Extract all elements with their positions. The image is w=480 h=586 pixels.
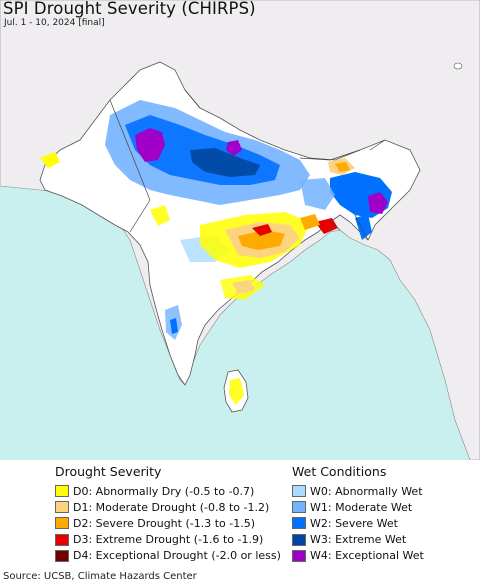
legend-item-w0: W0: Abnormally Wet (292, 483, 424, 499)
drought-d0-sri-lanka (229, 378, 244, 405)
legend-swatch-d3 (55, 533, 69, 546)
legend-item-d0: D0: Abnormally Dry (-0.5 to -0.7) (55, 483, 281, 499)
legend-item-d4: D4: Exceptional Drought (-2.0 or less) (55, 548, 281, 564)
source-credit: Source: UCSB, Climate Hazards Center (3, 571, 197, 582)
wet-w4-north (226, 140, 242, 156)
drought-d2-central (238, 230, 285, 250)
map: SPI Drought Severity (CHIRPS) Jul. 1 - 1… (0, 0, 480, 460)
map-subtitle: Jul. 1 - 10, 2024 [final] (4, 18, 105, 28)
drought-d3-central (252, 224, 272, 236)
legend-label-w2: W2: Severe Wet (310, 516, 398, 530)
legend-swatch-d0 (55, 485, 69, 498)
drought-d0-west (150, 205, 170, 226)
legend-label-d4: D4: Exceptional Drought (-2.0 or less) (73, 549, 281, 563)
legend-swatch-w0 (292, 485, 306, 498)
legend-swatch-w2 (292, 517, 306, 530)
legend-drought-heading: Drought Severity (55, 464, 162, 479)
legend-swatch-w4 (292, 549, 306, 562)
wet-w2-south-west (170, 318, 178, 334)
wet-w3-north (190, 148, 260, 177)
legend-label-d0: D0: Abnormally Dry (-0.5 to -0.7) (73, 484, 255, 498)
legend-label-d3: D3: Extreme Drought (-1.6 to -1.9) (73, 533, 264, 547)
legend-drought: Drought Severity D0: Abnormally Dry (-0.… (55, 462, 281, 564)
legend-label-d2: D2: Severe Drought (-1.3 to -1.5) (73, 516, 256, 530)
legend-swatch-d1 (55, 501, 69, 514)
legend-item-d3: D3: Extreme Drought (-1.6 to -1.9) (55, 532, 281, 548)
legend-swatch-d2 (55, 517, 69, 530)
wet-w2-bangladesh (355, 214, 372, 240)
wet-w4-northwest (135, 128, 165, 162)
wet-w4-northeast (368, 192, 388, 214)
legend: Drought Severity D0: Abnormally Dry (-0.… (0, 462, 480, 572)
legend-swatch-w1 (292, 501, 306, 514)
legend-item-w2: W2: Severe Wet (292, 515, 424, 531)
drought-d3-east (315, 218, 338, 234)
island-east (453, 62, 463, 70)
legend-item-w1: W1: Moderate Wet (292, 499, 424, 515)
legend-label-w3: W3: Extreme Wet (310, 533, 407, 547)
drought-d1-south (232, 280, 255, 294)
legend-swatch-d4 (55, 549, 69, 562)
legend-label-d1: D1: Moderate Drought (-0.8 to -1.2) (73, 500, 270, 514)
drought-d2-east (300, 214, 320, 230)
legend-item-w3: W3: Extreme Wet (292, 532, 424, 548)
legend-wet-heading: Wet Conditions (292, 464, 387, 479)
country-borders (109, 89, 386, 241)
legend-item-w4: W4: Exceptional Wet (292, 548, 424, 564)
legend-item-d2: D2: Severe Drought (-1.3 to -1.5) (55, 515, 281, 531)
legend-label-w0: W0: Abnormally Wet (310, 484, 423, 498)
legend-label-w4: W4: Exceptional Wet (310, 549, 424, 563)
map-canvas (0, 0, 480, 460)
wet-w1-east (300, 178, 335, 210)
map-title: SPI Drought Severity (CHIRPS) (3, 0, 256, 18)
drought-d2-nepal (335, 162, 350, 172)
legend-wet: Wet Conditions W0: Abnormally Wet W1: Mo… (292, 462, 424, 564)
legend-swatch-w3 (292, 533, 306, 546)
drought-d0-northwest (40, 152, 60, 168)
legend-label-w1: W1: Moderate Wet (310, 500, 413, 514)
legend-item-d1: D1: Moderate Drought (-0.8 to -1.2) (55, 499, 281, 515)
